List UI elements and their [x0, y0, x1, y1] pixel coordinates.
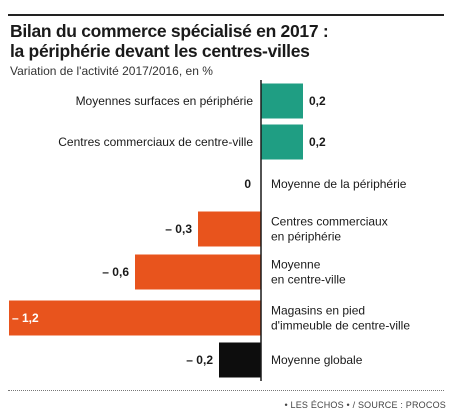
category-label-1: Centres commerciaux de centre-ville: [58, 135, 253, 149]
source-note: • LES ÉCHOS • / SOURCE : PROCOS: [284, 400, 446, 410]
value-label-6: – 0,2: [186, 353, 213, 367]
category-label-0: Moyennes surfaces en périphérie: [76, 94, 254, 108]
bar-4: [135, 254, 261, 290]
top-rule: [8, 14, 444, 16]
bar-1: [261, 124, 303, 160]
bar-5: [9, 300, 261, 336]
category-label-2: Moyenne de la périphérie: [271, 177, 407, 191]
chart-title: Bilan du commerce spécialisé en 2017 : l…: [10, 21, 329, 61]
category-label-3: Centres commerciaux en périphérie: [271, 215, 388, 244]
category-label-5: Magasins en pied d'immeuble de centre-vil…: [271, 304, 410, 333]
value-label-3: – 0,3: [165, 222, 192, 236]
value-label-4: – 0,6: [102, 265, 129, 279]
bar-6: [219, 342, 261, 378]
bar-3: [198, 211, 261, 247]
value-label-1: 0,2: [309, 135, 326, 149]
bar-0: [261, 83, 303, 119]
category-label-6: Moyenne globale: [271, 353, 363, 367]
value-label-2: 0: [244, 177, 251, 191]
value-label-5: – 1,2: [12, 311, 39, 325]
chart-subtitle: Variation de l'activité 2017/2016, en %: [10, 64, 213, 78]
category-label-4: Moyenne en centre-ville: [271, 258, 346, 287]
value-label-0: 0,2: [309, 94, 326, 108]
footer-rule: [8, 390, 444, 391]
